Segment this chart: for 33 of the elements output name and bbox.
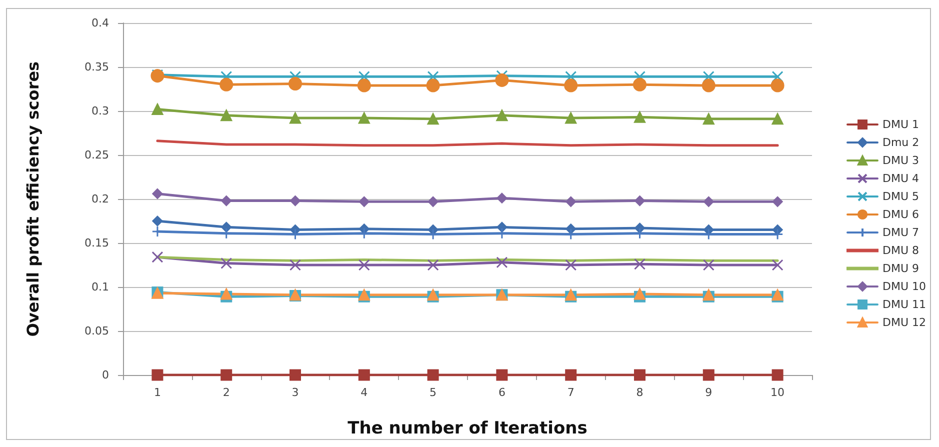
x-tick-label: 9 [705, 386, 712, 399]
x-tick-label: 7 [567, 386, 574, 399]
y-tick-label: 0.4 [92, 16, 109, 30]
y-tick-label: 0.2 [92, 192, 109, 206]
legend-label: DMU 12 [882, 316, 926, 329]
legend-label: DMU 10 [882, 280, 926, 293]
y-axis-title: Overall profit efficiency scores [24, 61, 42, 337]
x-tick-label: 10 [770, 386, 785, 399]
legend-label: DMU 8 [882, 244, 920, 257]
legend-label: DMU 3 [882, 154, 920, 167]
y-tick-label: 0 [102, 368, 109, 382]
y-tick-label: 0.15 [84, 236, 109, 250]
x-tick-label: 1 [154, 386, 161, 399]
y-tick-label: 0.3 [92, 104, 109, 118]
x-axis-title: The number of Iterations [348, 418, 588, 438]
legend-label: DMU 7 [882, 226, 920, 239]
x-tick-label: 8 [636, 386, 644, 399]
legend-label: DMU 9 [882, 262, 920, 275]
legend-label: DMU 4 [882, 172, 920, 185]
x-tick-label: 6 [498, 386, 506, 399]
x-tick-label: 2 [222, 386, 230, 399]
legend-label: DMU 5 [882, 190, 920, 203]
y-tick-label: 0.1 [92, 280, 109, 294]
legend-label: DMU 11 [882, 298, 926, 311]
y-tick-label: 0.35 [84, 60, 109, 74]
legend-label: DMU 6 [882, 208, 920, 221]
x-tick-label: 3 [292, 386, 299, 399]
x-tick-label: 4 [360, 386, 368, 399]
x-tick-label: 5 [430, 386, 437, 399]
legend-label: Dmu 2 [882, 136, 920, 149]
y-tick-label: 0.25 [84, 148, 109, 162]
y-tick-label: 0.05 [84, 324, 109, 338]
legend-label: DMU 1 [882, 118, 920, 131]
